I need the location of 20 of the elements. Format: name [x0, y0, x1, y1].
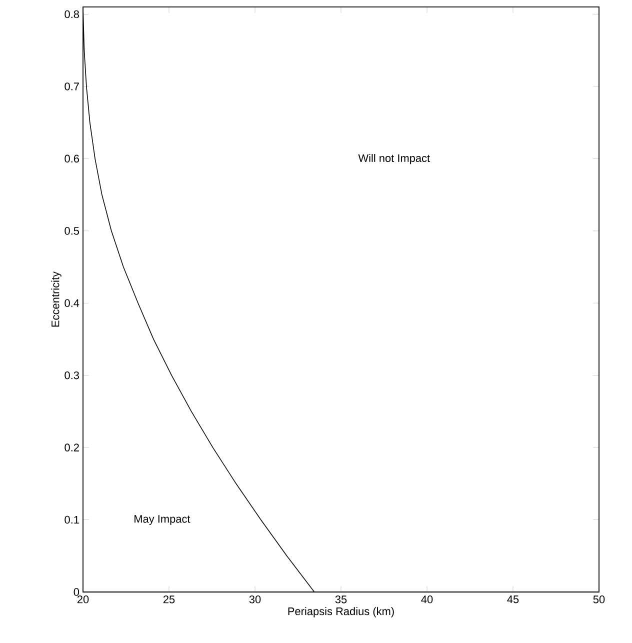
y-tick-label: 0.3 [64, 371, 79, 380]
y-tick-label: 0.7 [64, 82, 79, 90]
annotation: Will not Impact [358, 154, 430, 164]
y-tick-label: 0.6 [64, 154, 79, 163]
y-tick-label: 0.8 [64, 10, 79, 18]
y-tick-label: 0.1 [64, 516, 79, 524]
y-axis-title: Eccentricity [51, 272, 62, 327]
y-tick-label: 0.2 [64, 444, 79, 452]
annotation: May Impact [134, 515, 190, 525]
x-tick-label: 45 [507, 596, 519, 604]
x-tick-label: 25 [163, 596, 175, 604]
x-tick-label: 35 [335, 596, 347, 604]
x-tick-label: 40 [421, 596, 433, 604]
x-tick-label: 50 [593, 596, 605, 604]
x-tick-label: 20 [77, 596, 89, 604]
y-tick-label: 0.4 [64, 299, 80, 307]
x-tick-label: 30 [249, 596, 261, 604]
y-tick-label: 0 [74, 588, 80, 596]
x-axis-title: Periapsis Radius (km) [288, 607, 394, 618]
y-tick-label: 0.5 [64, 227, 80, 235]
